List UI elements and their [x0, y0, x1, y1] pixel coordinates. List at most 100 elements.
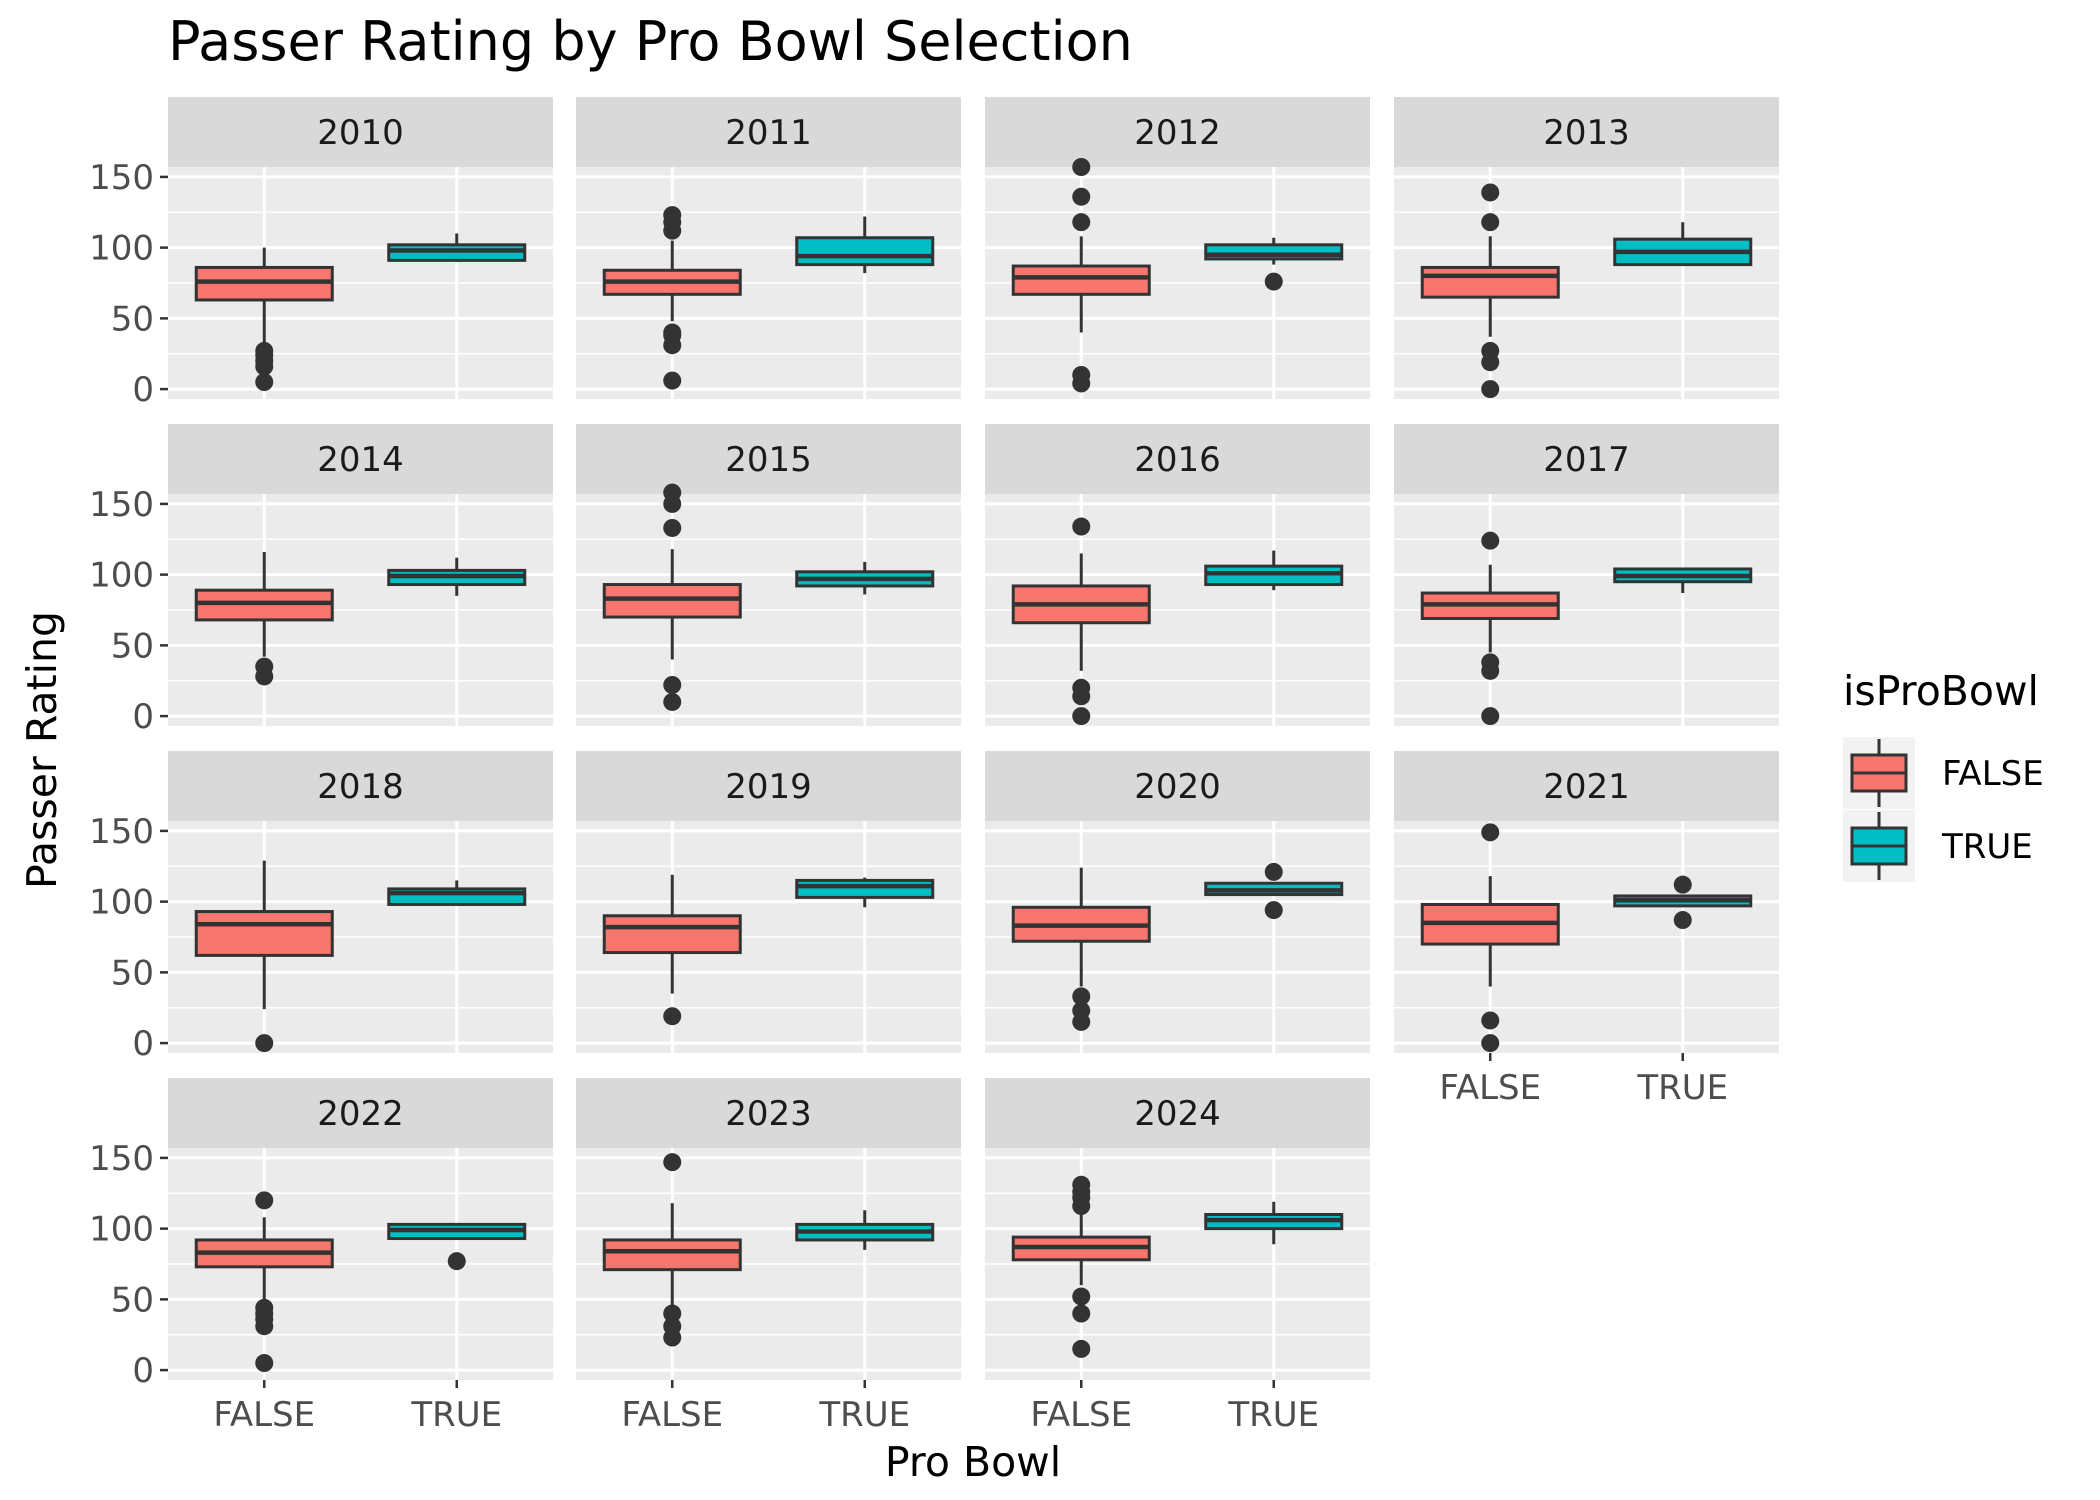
facet-strip	[1394, 424, 1779, 494]
facet-strip-label: 2017	[1543, 440, 1630, 480]
outlier-point	[255, 1191, 274, 1210]
box-true	[1204, 862, 1344, 920]
outlier-point	[1072, 158, 1091, 176]
legend-item-true: TRUE	[1843, 810, 2033, 882]
facet-strip-label: 2023	[725, 1094, 812, 1134]
outlier-point	[1072, 1304, 1091, 1323]
box-true	[387, 1222, 527, 1271]
y-tick-label: 150	[89, 1139, 154, 1179]
facet-strip-label: 2024	[1134, 1094, 1221, 1134]
box-true	[387, 880, 527, 906]
facet-2017: 2017	[1394, 424, 1779, 726]
x-tick-label: TRUE	[410, 1395, 502, 1435]
outlier-point	[1072, 1001, 1091, 1020]
box-false	[194, 860, 334, 1053]
box-false	[194, 1191, 334, 1373]
facet-2012: 2012	[985, 97, 1370, 399]
outlier-point	[255, 1034, 274, 1053]
box-false	[1011, 1175, 1151, 1358]
x-tick-label: TRUE	[1636, 1068, 1728, 1108]
box-true	[387, 233, 527, 262]
facet-strip-label: 2013	[1543, 113, 1630, 153]
outlier-point	[1072, 678, 1091, 697]
legend-title: isProBowl	[1843, 667, 2039, 715]
y-tick-label: 100	[89, 1210, 154, 1250]
facet-2011: 2011	[576, 97, 961, 399]
y-tick-label: 50	[111, 1280, 154, 1320]
outlier-point	[255, 1298, 274, 1317]
y-tick-label: 150	[89, 485, 154, 525]
legend-label: FALSE	[1942, 754, 2044, 794]
outlier-point	[663, 206, 682, 225]
outlier-point	[447, 1252, 466, 1271]
y-tick-label: 50	[111, 626, 154, 666]
facet-strip	[576, 751, 961, 821]
box-false	[1011, 517, 1151, 726]
y-tick-label: 0	[132, 697, 154, 737]
box-false	[1420, 823, 1560, 1053]
outlier-point	[663, 483, 682, 502]
facet-2015: 2015	[576, 424, 961, 726]
x-tick-label: TRUE	[818, 1395, 910, 1435]
outlier-point	[255, 1354, 274, 1373]
facet-strip-label: 2012	[1134, 113, 1221, 153]
outlier-point	[1481, 653, 1500, 672]
box-true	[1204, 1201, 1344, 1245]
outlier-point	[1264, 901, 1283, 920]
outlier-point	[1481, 213, 1500, 232]
outlier-point	[663, 1304, 682, 1323]
outlier-point	[1481, 341, 1500, 360]
outlier-point	[663, 518, 682, 537]
outlier-point	[1072, 1287, 1091, 1306]
legend: isProBowl FALSE TRUE	[1843, 667, 2044, 882]
facet-strip-label: 2019	[725, 767, 812, 807]
facet-strip	[985, 1078, 1370, 1148]
outlier-point	[663, 1007, 682, 1026]
facet-strip	[576, 424, 961, 494]
x-axis-title: Pro Bowl	[885, 1438, 1061, 1486]
facet-strip	[985, 424, 1370, 494]
outlier-point	[255, 657, 274, 676]
box-iqr	[795, 236, 935, 267]
box-iqr	[602, 1238, 742, 1272]
facet-strip-label: 2020	[1134, 767, 1221, 807]
box-true	[1613, 875, 1753, 930]
y-tick-label: 150	[89, 812, 154, 852]
facet-2020: 2020	[985, 751, 1370, 1053]
outlier-point	[663, 692, 682, 711]
facet-2019: 2019	[576, 751, 961, 1053]
y-tick-label: 100	[89, 556, 154, 596]
x-tick-label: TRUE	[1227, 1395, 1319, 1435]
box-true	[795, 561, 935, 595]
facet-strip-label: 2011	[725, 113, 812, 153]
x-tick-label: FALSE	[1439, 1068, 1541, 1108]
outlier-point	[1673, 911, 1692, 930]
outlier-point	[1481, 531, 1500, 550]
legend-item-false: FALSE	[1843, 737, 2044, 809]
box-true	[795, 216, 935, 274]
facet-strip	[1394, 751, 1779, 821]
box-false	[1420, 183, 1560, 399]
facet-strip	[168, 97, 553, 167]
box-false	[194, 552, 334, 686]
y-tick-label: 100	[89, 229, 154, 269]
outlier-point	[1072, 707, 1091, 726]
box-false	[194, 247, 334, 392]
box-true	[795, 877, 935, 908]
box-true	[387, 557, 527, 596]
facet-strip	[985, 97, 1370, 167]
facet-2023: 2023 FALSE TRUE	[576, 1078, 961, 1435]
outlier-point	[663, 1153, 682, 1172]
outlier-point	[1264, 862, 1283, 881]
facet-strip	[1394, 97, 1779, 167]
facet-strip-label: 2016	[1134, 440, 1221, 480]
facet-2022: 2022 0 50 100 150 FALSE TRUE	[89, 1078, 553, 1435]
outlier-point	[1072, 1175, 1091, 1194]
outlier-point	[1072, 987, 1091, 1006]
box-true	[795, 1210, 935, 1250]
box-false	[1011, 158, 1151, 393]
chart-title: Passer Rating by Pro Bowl Selection	[168, 10, 1133, 73]
facet-2014: 2014 0 50 100 150	[89, 424, 553, 737]
